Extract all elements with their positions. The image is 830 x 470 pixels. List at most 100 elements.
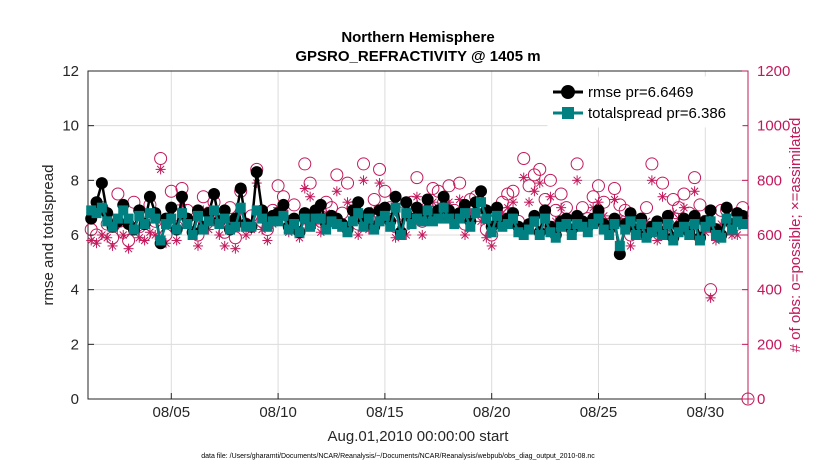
obs-assimilated-point xyxy=(144,227,155,238)
totalspread-point xyxy=(641,232,652,243)
totalspread-point xyxy=(459,208,470,219)
rmse-point xyxy=(95,177,108,190)
obs-assimilated-point xyxy=(102,232,113,243)
totalspread-point xyxy=(310,213,321,224)
star-stroke xyxy=(375,179,384,187)
obs-possible-point xyxy=(341,176,355,190)
totalspread-point xyxy=(385,221,396,232)
totalspread-point xyxy=(289,219,300,230)
totalspread-point xyxy=(620,224,631,235)
obs-possible-point xyxy=(693,198,707,212)
data-file-footnote: data file: /Users/gharamti/Documents/NCA… xyxy=(201,453,595,460)
metric-series xyxy=(85,166,749,261)
star-stroke xyxy=(215,231,224,239)
y2-tick-label: 400 xyxy=(757,282,782,299)
star-stroke xyxy=(418,231,427,239)
star-stroke xyxy=(733,231,742,239)
totalspread-point xyxy=(171,224,182,235)
totalspread-point xyxy=(225,224,236,235)
axis-ticks: 0 2 4 6 8 10 12 0 200 400 600 800 1000 1200 08/05 08/10… xyxy=(62,63,790,421)
totalspread-point xyxy=(219,213,230,224)
rmse-point xyxy=(389,190,402,203)
rmse-point xyxy=(475,185,488,198)
star-stroke xyxy=(98,231,106,239)
rmse-point xyxy=(400,196,413,209)
obs-possible-point xyxy=(645,157,659,171)
obs-assimilated-point xyxy=(417,230,428,240)
obs-assimilated-point xyxy=(657,191,668,202)
totalspread-point xyxy=(668,235,679,246)
obs-possible-point xyxy=(164,184,178,198)
x-tick-label: 08/15 xyxy=(366,404,404,421)
y2-tick-label: 200 xyxy=(757,336,782,353)
totalspread-point xyxy=(443,213,454,224)
obs-count-series xyxy=(84,151,755,406)
totalspread-point xyxy=(294,227,305,238)
totalspread-point xyxy=(102,216,113,227)
obs-assimilated-point xyxy=(678,202,689,213)
totalspread-point xyxy=(107,221,118,232)
star-stroke xyxy=(194,242,202,250)
star-stroke xyxy=(706,294,715,302)
rmse-point xyxy=(458,198,471,211)
obs-assimilated-point xyxy=(705,292,716,303)
rmse-point xyxy=(421,193,434,206)
totalspread-point xyxy=(609,219,620,230)
star-stroke xyxy=(306,192,314,201)
rmse-point xyxy=(688,209,701,222)
obs-assimilated-point xyxy=(556,202,567,213)
star-stroke xyxy=(413,192,421,201)
obs-assimilated-point xyxy=(299,183,310,194)
totalspread-point xyxy=(492,210,503,221)
star-stroke xyxy=(156,165,165,174)
star-stroke xyxy=(546,192,555,201)
obs-possible-point xyxy=(367,192,381,206)
totalspread-point xyxy=(417,216,428,227)
star-stroke xyxy=(119,231,128,239)
obs-assimilated-point xyxy=(411,191,422,202)
totalspread-point xyxy=(625,216,636,227)
totalspread-point xyxy=(144,208,155,219)
y-axis-label: rmse and totalspread xyxy=(40,165,57,306)
totalspread-point xyxy=(572,219,583,230)
y-tick-label: 6 xyxy=(71,227,79,244)
star-stroke xyxy=(135,233,144,242)
obs-assimilated-point xyxy=(545,191,556,202)
legend-rmse-label: rmse pr=6.6469 xyxy=(588,84,693,101)
totalspread-point xyxy=(732,216,743,227)
obs-assimilated-point xyxy=(358,175,369,186)
y-tick-label: 10 xyxy=(62,118,79,135)
totalspread-point xyxy=(540,213,551,224)
totalspread-point xyxy=(721,213,732,224)
star-stroke xyxy=(519,173,528,182)
rmse-point xyxy=(218,204,231,217)
totalspread-point xyxy=(331,219,342,230)
star-stroke xyxy=(594,198,603,207)
totalspread-point xyxy=(214,219,225,230)
totalspread-point xyxy=(588,219,599,230)
rmse-point xyxy=(624,207,637,220)
totalspread-point xyxy=(518,230,529,240)
star-stroke xyxy=(535,179,544,187)
totalspread-point xyxy=(326,216,337,227)
totalspread-point xyxy=(593,213,604,224)
rmse-point xyxy=(352,196,365,209)
obs-possible-point xyxy=(522,179,536,193)
totalspread-point xyxy=(502,219,513,230)
totalspread-point xyxy=(694,235,705,246)
star-stroke xyxy=(140,236,149,245)
y-tick-label: 2 xyxy=(71,336,79,353)
star-stroke xyxy=(610,195,619,204)
totalspread-point xyxy=(150,213,161,224)
obs-possible-point xyxy=(111,187,125,201)
totalspread-point xyxy=(577,221,588,232)
totalspread-point xyxy=(710,230,721,240)
totalspread-point xyxy=(401,208,412,219)
totalspread-point xyxy=(118,205,129,216)
obs-assimilated-point xyxy=(331,186,342,197)
totalspread-point xyxy=(406,219,417,230)
totalspread-point xyxy=(673,227,684,238)
totalspread-point xyxy=(524,224,535,235)
chart-title: Northern Hemisphere xyxy=(341,29,494,46)
rmse-point xyxy=(314,198,327,211)
